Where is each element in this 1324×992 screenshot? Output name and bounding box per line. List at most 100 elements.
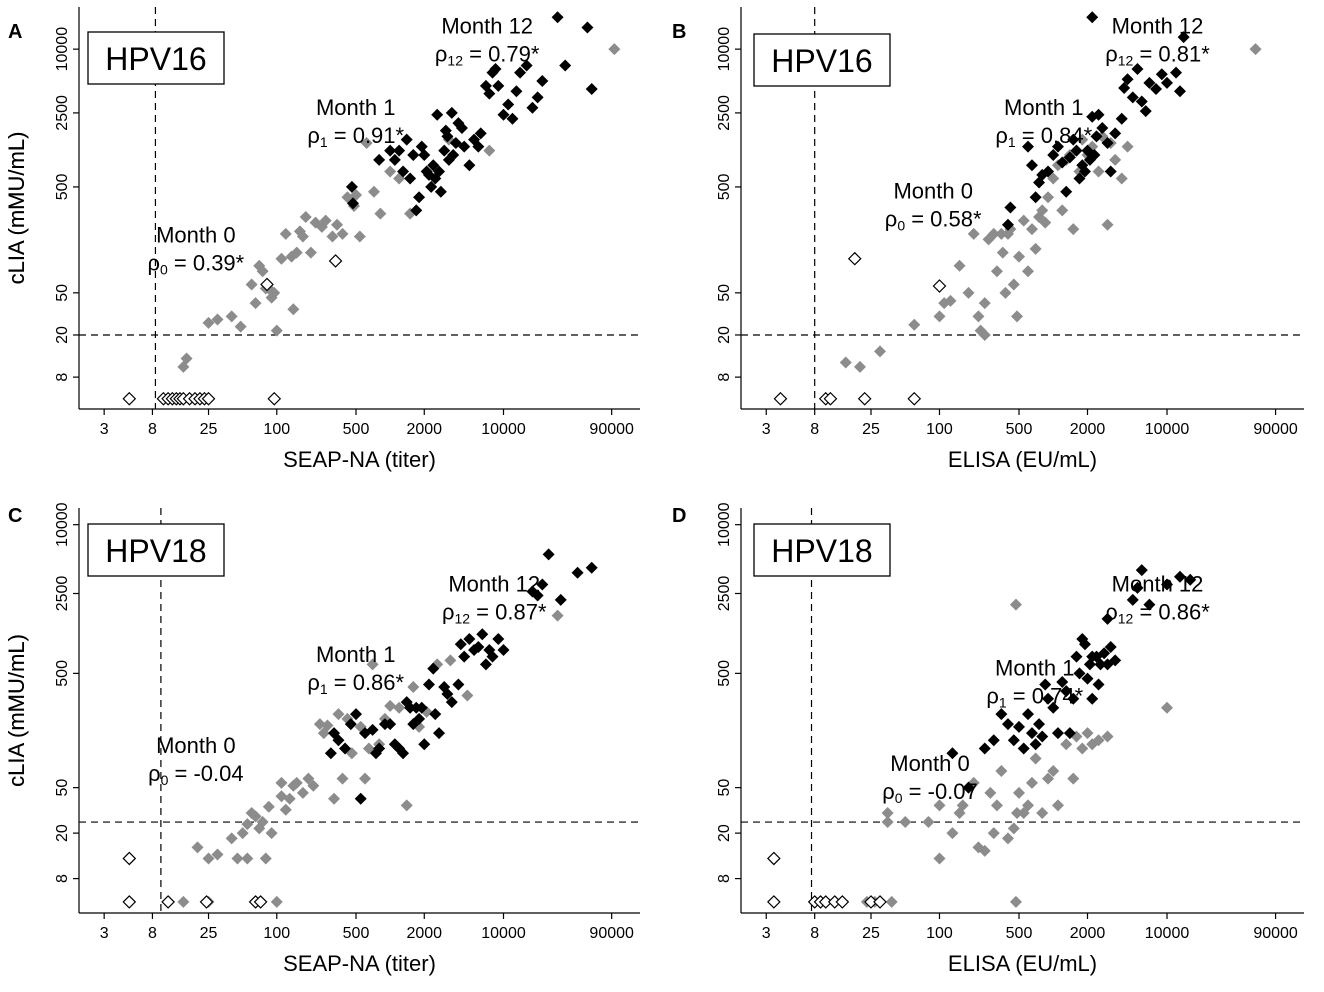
data-point: [225, 310, 238, 323]
data-point: [249, 297, 262, 310]
data-point: [201, 391, 216, 406]
data-point: [122, 895, 137, 909]
data-point: [373, 742, 386, 755]
data-point: [122, 391, 137, 406]
data-point: [559, 59, 572, 72]
data-point: [302, 772, 315, 785]
data-point: [1121, 73, 1134, 86]
rho-symbol: ρ: [442, 600, 455, 625]
data-point: [1109, 127, 1122, 140]
hpv-badge-label: HPV16: [105, 41, 206, 77]
x-tick-label: 10000: [481, 421, 526, 438]
x-tick-label: 500: [1006, 925, 1033, 942]
data-point: [1073, 667, 1086, 680]
y-tick-label: 20: [716, 824, 733, 842]
data-point: [1173, 85, 1186, 98]
data-point: [1115, 112, 1128, 125]
data-point: [231, 852, 244, 865]
data-point: [536, 75, 549, 88]
data-point: [1007, 734, 1020, 747]
data-point: [933, 310, 946, 323]
data-point: [1161, 76, 1174, 89]
data-point: [990, 265, 1003, 278]
data-point: [823, 391, 838, 406]
annotation-month: Month 12: [1112, 572, 1204, 597]
data-point: [839, 356, 852, 369]
data-point: [458, 650, 471, 663]
data-point: [767, 851, 781, 866]
data-point: [344, 718, 357, 731]
data-point: [202, 852, 215, 865]
data-point: [962, 286, 975, 299]
data-point: [978, 844, 991, 857]
x-tick-label: 90000: [589, 925, 634, 942]
y-tick-label: 2500: [54, 576, 71, 612]
data-point: [245, 278, 258, 291]
data-point: [1131, 581, 1144, 594]
series-month-0: [122, 254, 343, 406]
data-point: [1042, 772, 1055, 785]
data-point: [1101, 136, 1114, 149]
data-point: [531, 589, 544, 602]
annotation-rho: ρ1 = 0.74*: [986, 683, 1083, 710]
data-point: [384, 718, 397, 731]
y-tick-label: 500: [716, 660, 733, 687]
data-point: [441, 130, 454, 143]
data-point: [1076, 742, 1089, 755]
rho-subscript: 0: [895, 790, 903, 806]
data-point: [999, 286, 1012, 299]
annotation-rho: ρ12 = 0.81*: [1105, 42, 1210, 69]
data-point: [1047, 764, 1060, 777]
data-point: [956, 799, 969, 812]
rho-symbol: ρ: [147, 250, 160, 275]
annotation-month: Month 1: [316, 95, 396, 120]
data-point: [433, 165, 446, 178]
data-point: [211, 848, 224, 861]
data-point: [407, 680, 420, 693]
data-point: [571, 566, 584, 579]
x-tick-label: 8: [148, 925, 157, 942]
data-point: [328, 792, 341, 805]
data-point: [881, 816, 894, 829]
annotation-rho: ρ1 = 0.91*: [307, 123, 404, 150]
data-point: [393, 144, 406, 157]
data-point: [1022, 799, 1035, 812]
data-point: [1155, 68, 1168, 81]
x-tick-label: 25: [200, 421, 218, 438]
data-point: [1039, 216, 1052, 229]
data-point: [1025, 159, 1038, 172]
data-point: [489, 62, 502, 75]
data-point: [388, 153, 401, 166]
data-point: [234, 320, 247, 333]
data-point: [585, 561, 598, 574]
data-point: [1022, 265, 1035, 278]
data-point: [290, 246, 303, 259]
data-point: [978, 328, 991, 341]
data-point: [1063, 151, 1076, 164]
annotation-month: Month 0: [893, 178, 973, 203]
data-point: [1060, 685, 1073, 698]
annotation-rho: ρ12 = 0.86*: [1105, 600, 1210, 627]
data-point: [1078, 638, 1091, 651]
rho-subscript: 0: [160, 261, 168, 277]
hpv-badge-box: [753, 33, 891, 87]
x-tick-label: 25: [862, 925, 880, 942]
panel-letter: A: [8, 21, 22, 43]
annotation-month: Month 1: [1004, 95, 1084, 120]
annotation-rho: ρ0 = 0.39*: [147, 250, 244, 277]
x-tick-label: 25: [200, 925, 218, 942]
data-point: [1101, 730, 1114, 743]
y-tick-label: 2500: [716, 576, 733, 612]
annotation-rho: ρ12 = 0.79*: [435, 42, 540, 69]
data-point: [1060, 185, 1073, 198]
data-point: [429, 708, 442, 721]
data-point: [984, 786, 997, 799]
data-point: [1010, 807, 1023, 820]
data-point: [1109, 654, 1122, 667]
x-tick-label: 100: [263, 925, 290, 942]
data-point: [1118, 81, 1131, 94]
data-point: [1036, 204, 1049, 217]
x-axis-title: SEAP-NA (titer): [283, 951, 436, 976]
data-point: [241, 818, 254, 831]
data-point: [492, 79, 505, 92]
